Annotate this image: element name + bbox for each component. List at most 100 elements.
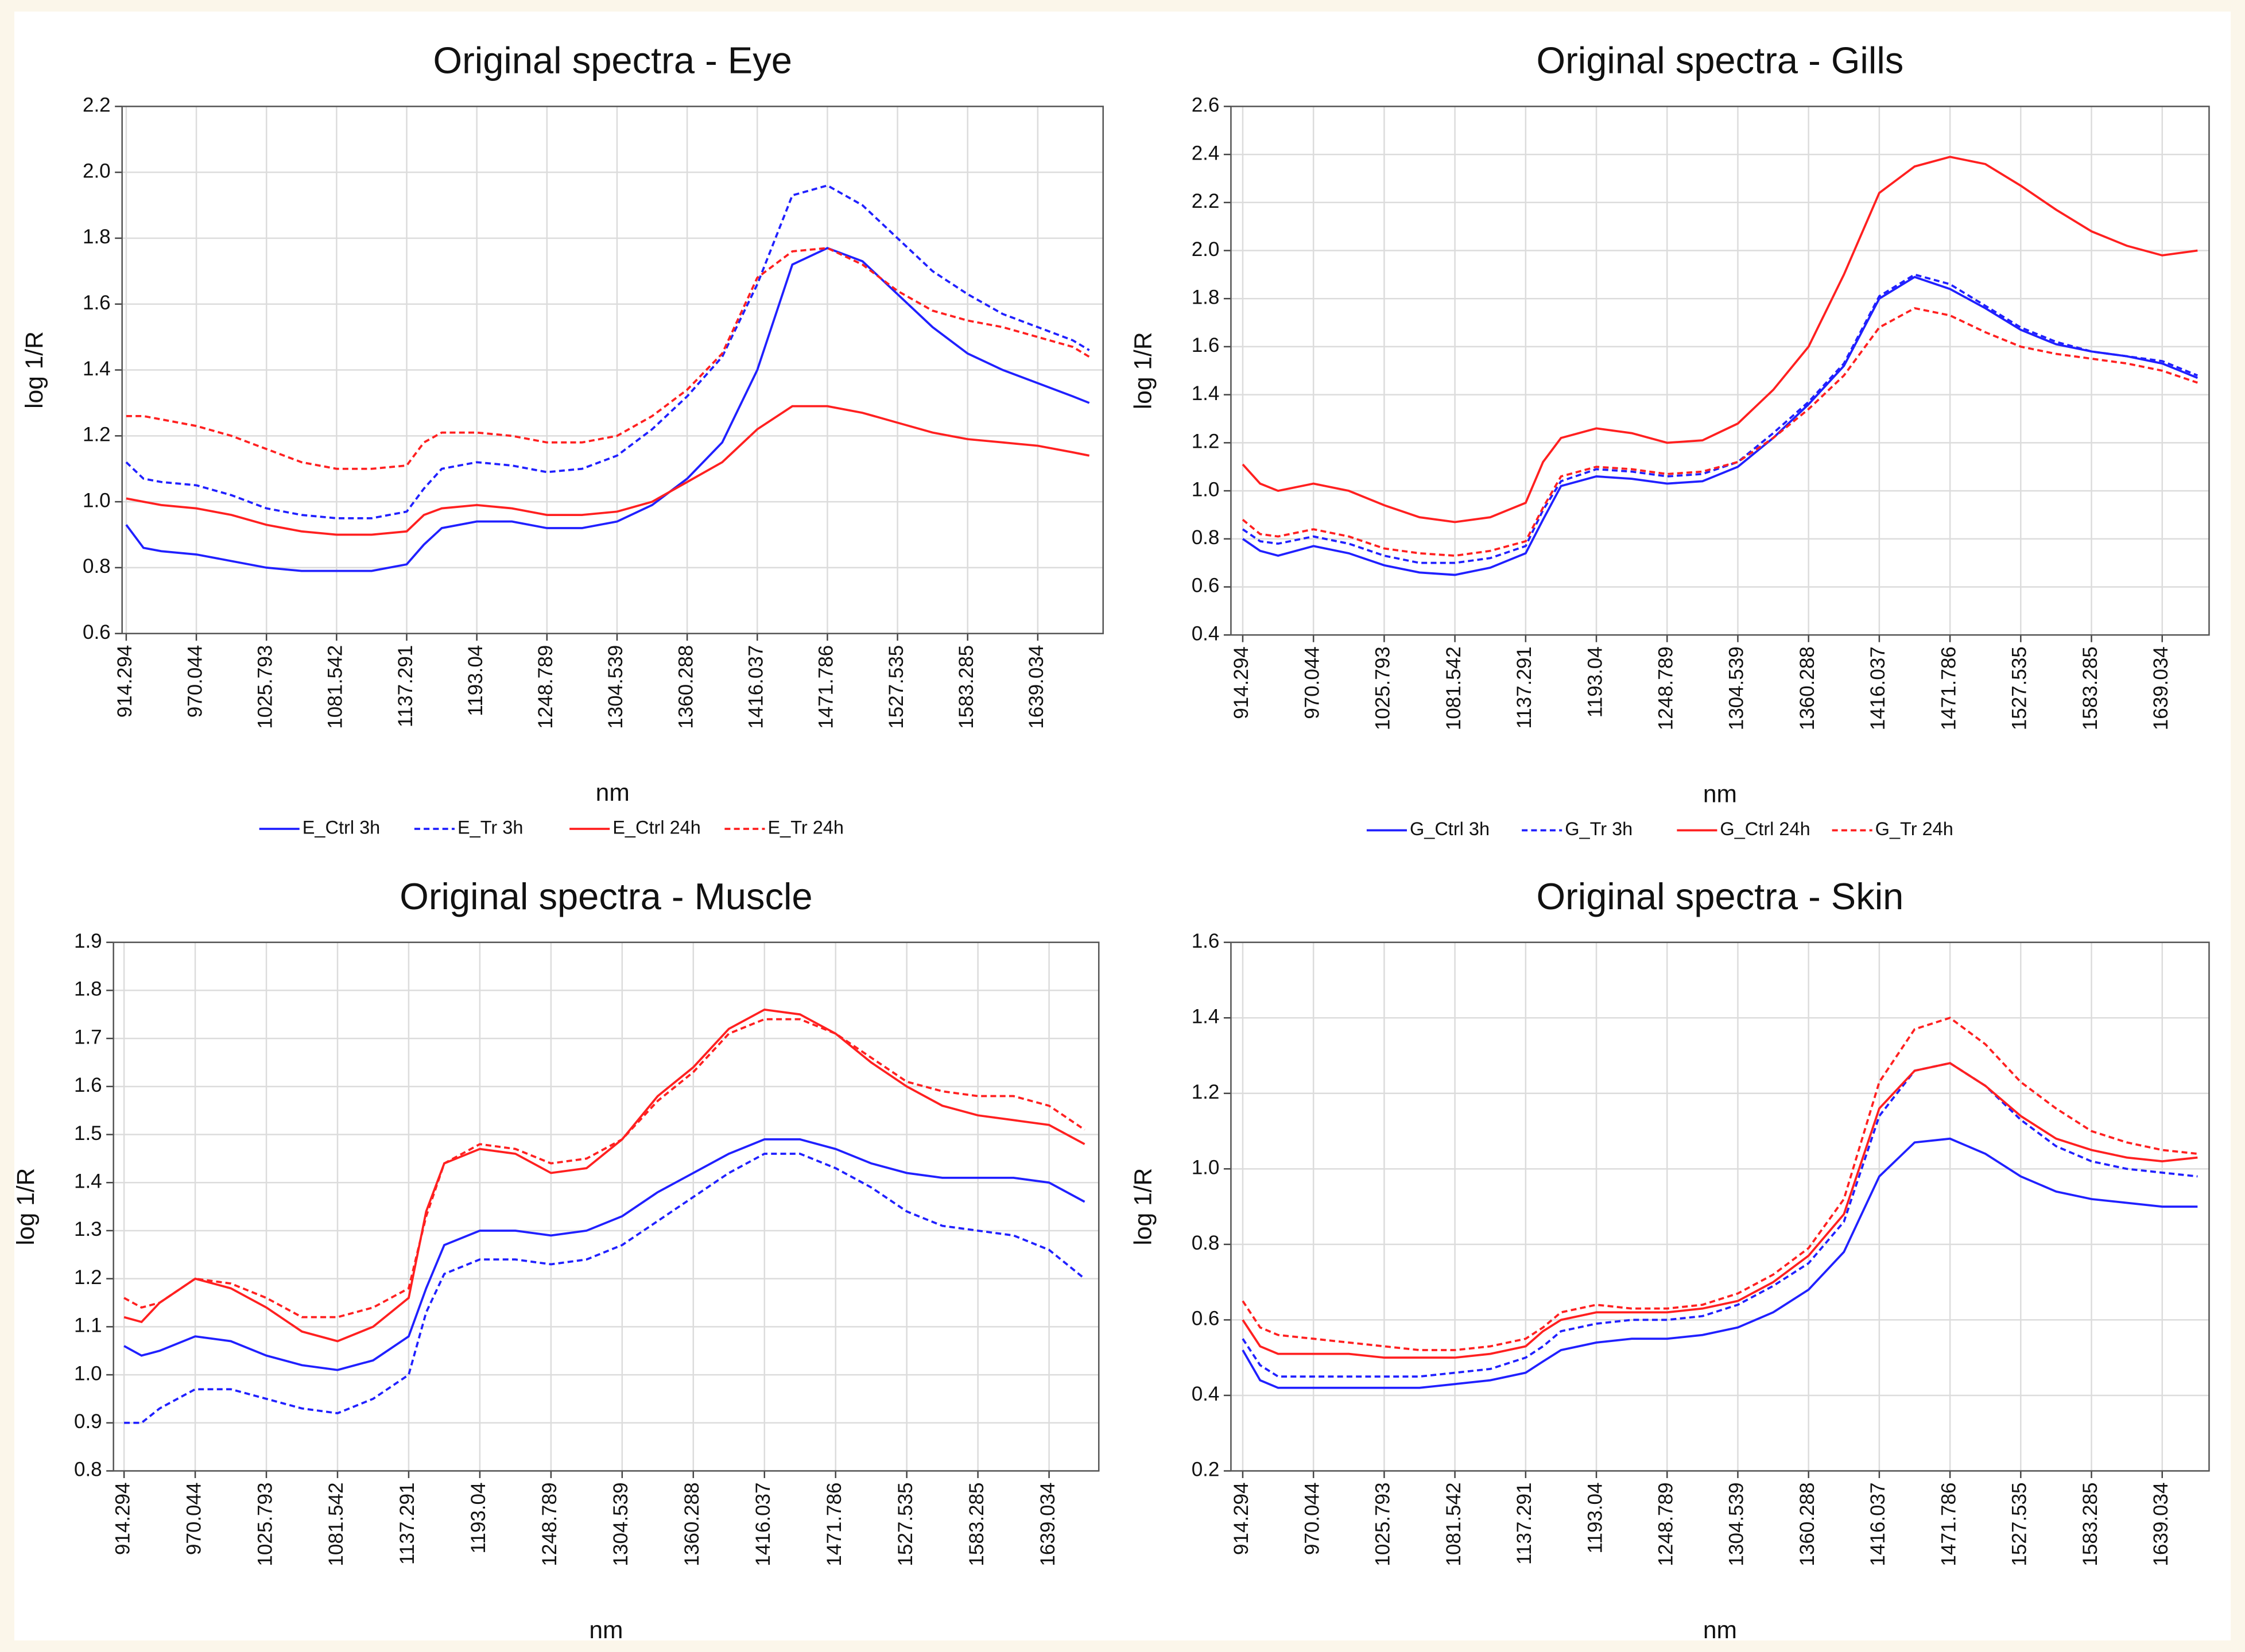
x-tick-label: 1248.789 <box>538 1483 561 1566</box>
x-tick-label: 1527.535 <box>2009 646 2031 730</box>
x-tick-label: 1471.786 <box>1937 1483 1960 1566</box>
x-tick-label: 1025.793 <box>254 645 276 729</box>
y-tick-label: 0.6 <box>1192 575 1220 597</box>
x-tick-label: 1416.037 <box>745 645 767 729</box>
legend-label: G_Tr 24h <box>1875 819 1953 839</box>
y-axis-label: log 1/R <box>21 331 48 409</box>
legend-label: G_Ctrl 24h <box>1720 819 1810 839</box>
legend-label: E_Ctrl 3h <box>303 817 381 838</box>
x-tick-label: 1416.037 <box>1867 1483 1889 1566</box>
y-tick-label: 1.6 <box>83 292 111 314</box>
chart-title: Original spectra - Skin <box>1536 875 1903 917</box>
series-line <box>1242 1062 2198 1359</box>
series-line <box>1242 273 2199 564</box>
x-tick-label: 1025.793 <box>1372 646 1394 730</box>
y-tick-label: 1.6 <box>1192 334 1220 356</box>
y-tick-label: 1.8 <box>74 978 102 1000</box>
y-axis-label: log 1/R <box>1130 1168 1157 1246</box>
x-tick-label: 1360.288 <box>674 645 697 729</box>
y-tick-label: 1.6 <box>74 1074 102 1096</box>
y-tick-label: 0.8 <box>1192 1232 1220 1254</box>
legend-label: E_Tr 24h <box>767 817 844 838</box>
x-tick-label: 914.294 <box>1230 1483 1253 1556</box>
x-tick-label: 914.294 <box>111 1483 134 1556</box>
x-tick-label: 1248.789 <box>534 645 557 729</box>
series-line <box>123 1008 1085 1343</box>
x-tick-label: 1248.789 <box>1654 646 1677 730</box>
series-line <box>125 247 1090 572</box>
x-tick-label: 1025.793 <box>254 1483 276 1566</box>
chart-title: Original spectra - Eye <box>433 39 792 81</box>
y-tick-label: 1.4 <box>1192 1005 1220 1027</box>
x-tick-label: 1304.539 <box>1726 1483 1748 1566</box>
plot-area <box>113 942 1099 1471</box>
plot-frame <box>1230 941 2210 1472</box>
y-tick-label: 2.0 <box>1192 238 1220 261</box>
y-tick-label: 2.4 <box>1192 142 1220 164</box>
x-tick-label: 1081.542 <box>325 1483 347 1566</box>
y-tick-label: 1.8 <box>83 226 111 248</box>
x-tick-label: 1081.542 <box>1443 646 1465 730</box>
x-tick-label: 1527.535 <box>885 645 908 729</box>
x-tick-label: 1137.291 <box>396 1483 418 1565</box>
x-tick-label: 1137.291 <box>1513 646 1536 728</box>
chart-title: Original spectra - Gills <box>1537 39 1904 81</box>
x-tick-label: 1248.789 <box>1654 1483 1677 1566</box>
y-axis-label: log 1/R <box>12 1168 40 1246</box>
x-tick-label: 1639.034 <box>2150 1483 2172 1566</box>
x-tick-label: 1304.539 <box>1726 646 1748 730</box>
y-tick-label: 1.8 <box>1192 286 1220 308</box>
x-tick-label: 970.044 <box>1301 646 1323 719</box>
x-tick-label: 970.044 <box>183 1483 205 1556</box>
x-tick-label: 1639.034 <box>2150 646 2172 730</box>
x-tick-label: 1527.535 <box>2009 1483 2031 1566</box>
x-tick-label: 1360.288 <box>1796 646 1819 730</box>
x-tick-label: 1471.786 <box>823 1483 846 1566</box>
plot-area <box>1231 106 2209 635</box>
x-tick-label: 1471.786 <box>815 645 837 729</box>
plot-frame <box>113 941 1100 1472</box>
y-tick-label: 1.0 <box>1192 478 1220 501</box>
x-tick-label: 1639.034 <box>1025 645 1048 729</box>
x-tick-label: 1639.034 <box>1037 1483 1059 1566</box>
x-tick-label: 1304.539 <box>604 645 627 729</box>
x-tick-label: 1193.04 <box>464 645 487 716</box>
y-tick-label: 0.4 <box>1192 1383 1220 1405</box>
x-tick-label: 970.044 <box>184 645 206 718</box>
y-tick-label: 1.7 <box>74 1026 102 1048</box>
y-tick-label: 0.8 <box>83 555 111 577</box>
plot-area <box>1231 942 2209 1471</box>
x-axis-label: nm <box>589 1616 623 1644</box>
series-line <box>1242 156 2198 523</box>
x-axis-label: nm <box>1703 781 1737 808</box>
y-tick-label: 1.0 <box>74 1362 102 1385</box>
x-tick-label: 1304.539 <box>610 1483 632 1566</box>
series-line <box>1242 1017 2198 1351</box>
x-tick-label: 970.044 <box>1301 1483 1323 1556</box>
y-tick-label: 1.0 <box>1192 1157 1220 1179</box>
legend-label: E_Ctrl 24h <box>612 817 701 838</box>
y-tick-label: 0.6 <box>1192 1308 1220 1330</box>
series-line <box>124 1153 1085 1424</box>
x-tick-label: 1137.291 <box>394 645 417 727</box>
y-tick-label: 0.8 <box>1192 526 1220 549</box>
chart-title: Original spectra - Muscle <box>400 875 812 917</box>
series-line <box>1242 1137 2198 1389</box>
y-tick-label: 1.2 <box>83 424 111 446</box>
y-tick-label: 2.2 <box>83 94 111 117</box>
series-line <box>1242 1062 2198 1378</box>
x-tick-label: 1193.04 <box>1584 646 1606 718</box>
legend-label: G_Tr 3h <box>1565 819 1633 839</box>
x-tick-label: 1193.04 <box>1584 1483 1606 1554</box>
series-line <box>123 1018 1085 1319</box>
series-line <box>1242 276 2199 576</box>
y-tick-label: 0.6 <box>83 621 111 643</box>
x-tick-label: 1583.285 <box>955 645 978 729</box>
y-tick-label: 2.2 <box>1192 190 1220 212</box>
x-tick-label: 1471.786 <box>1937 646 1960 730</box>
x-tick-label: 1583.285 <box>2079 1483 2101 1566</box>
y-tick-label: 1.4 <box>83 358 111 380</box>
x-tick-label: 1081.542 <box>1443 1483 1465 1566</box>
x-tick-label: 1416.037 <box>1867 646 1889 730</box>
